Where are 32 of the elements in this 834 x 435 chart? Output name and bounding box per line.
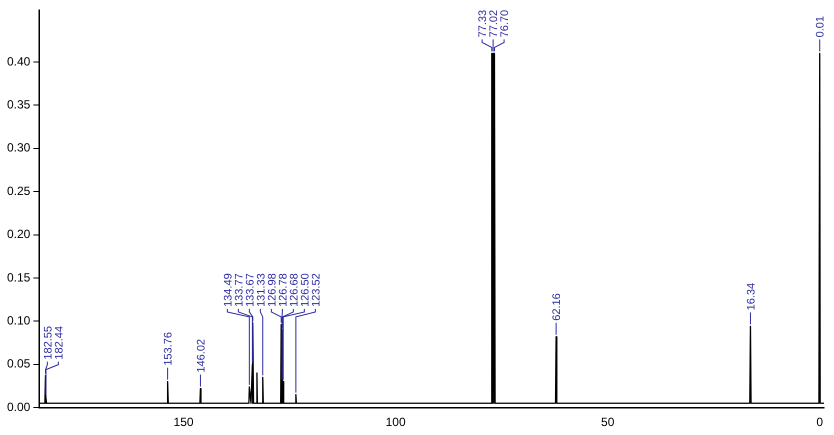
y-tick-label: 0.10 xyxy=(6,314,31,328)
annotation: 76.70 xyxy=(499,10,512,38)
y-tick-label: 0.40 xyxy=(6,54,31,68)
annotation: 126.50 xyxy=(299,273,312,307)
y-tick-label: 0.30 xyxy=(6,140,31,155)
y-tick-label: 0.35 xyxy=(6,98,31,112)
x-tick-label: 0 xyxy=(816,415,824,430)
y-tick-label: 0.00 xyxy=(6,400,31,414)
annotation: 123.52 xyxy=(310,273,322,307)
annotation: 77.02 xyxy=(488,10,500,38)
annotation: 182.55 xyxy=(42,326,54,360)
annotation: 133.77 xyxy=(233,273,246,307)
annotation: 77.33 xyxy=(477,10,490,38)
annotation: 133.67 xyxy=(244,273,256,307)
y-tick-label: 0.05 xyxy=(6,356,31,371)
x-tick-label: 150 xyxy=(174,415,194,430)
annotation: 146.02 xyxy=(195,338,208,373)
y-tick-label: 0.15 xyxy=(6,270,31,284)
y-tick-label: 0.25 xyxy=(6,184,31,198)
x-tick-label: 100 xyxy=(386,415,406,430)
annotation: 0.01 xyxy=(814,16,827,38)
annotation: 131.33 xyxy=(255,273,268,307)
annotation: 126.78 xyxy=(277,273,290,307)
annotation: 126.98 xyxy=(266,273,278,307)
annotation: 62.16 xyxy=(551,293,564,321)
annotation: 182.44 xyxy=(53,326,66,360)
annotation: 153.76 xyxy=(162,332,175,366)
annotation: 126.68 xyxy=(288,273,300,307)
y-tick-label: 0.20 xyxy=(6,227,31,242)
annotation: 16.34 xyxy=(745,282,758,310)
annotation: 134.49 xyxy=(222,273,234,307)
x-tick-label: 50 xyxy=(601,415,615,430)
